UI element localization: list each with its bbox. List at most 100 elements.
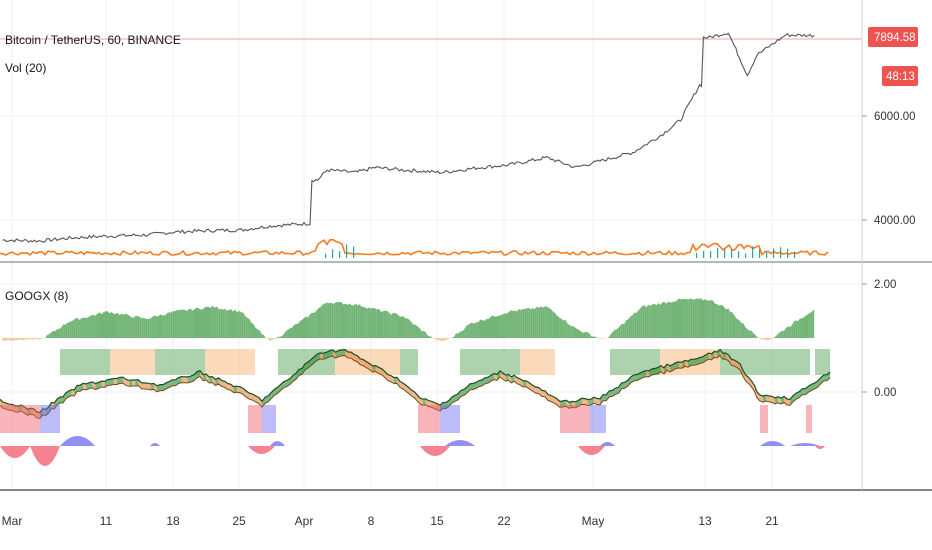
histogram-green (327, 302, 330, 338)
histogram-green (703, 299, 706, 338)
histogram-orange (36, 338, 39, 340)
histogram-green (419, 327, 422, 338)
signal-fill (505, 374, 509, 382)
histogram-green (111, 312, 114, 338)
signal-fill (823, 374, 827, 381)
histogram-green (504, 313, 507, 338)
histogram-green (413, 324, 416, 338)
histogram-green (709, 300, 712, 338)
state-block-red (418, 405, 440, 433)
indicator-axis-label: 2.00 (874, 279, 896, 291)
histogram-orange (32, 338, 35, 340)
indicator-axis[interactable]: 2.00 0.00 (862, 279, 896, 399)
signal-fill (766, 395, 769, 402)
signal-fill (603, 394, 607, 401)
histogram-orange (265, 338, 268, 339)
histogram-green (624, 320, 627, 338)
signal-fill (600, 394, 604, 405)
signal-fill (563, 400, 567, 407)
signal-fill (417, 394, 420, 405)
volume-bar (339, 251, 341, 258)
histogram-green (634, 312, 637, 338)
price-pane[interactable]: Bitcoin / TetherUS, 60, BINANCE Vol (20) (0, 32, 862, 258)
signal-fill (196, 370, 200, 378)
histogram-green (141, 317, 144, 338)
histogram-green (391, 312, 394, 338)
signal-fill (400, 381, 403, 389)
volume-bar (745, 253, 747, 258)
histogram-green (190, 308, 193, 338)
histogram-green (251, 322, 254, 338)
signal-fill (203, 374, 207, 381)
signal-fill (714, 351, 718, 358)
signal-fill (461, 389, 464, 397)
histogram-orange (20, 338, 23, 341)
histogram-green (567, 323, 570, 338)
histogram-green (345, 303, 348, 338)
histogram-green (359, 304, 362, 338)
histogram-green (399, 316, 402, 338)
signal-fill (378, 367, 382, 375)
histogram-green (514, 310, 517, 338)
histogram-green (321, 303, 324, 338)
histogram-orange (433, 338, 436, 339)
histogram-green (799, 318, 802, 338)
signal-fill (796, 391, 800, 400)
volume-bar (703, 250, 705, 258)
histogram-green (743, 323, 746, 338)
signal-fill (172, 379, 176, 386)
histogram-green (349, 303, 352, 338)
histogram-orange (12, 338, 15, 341)
histogram-green (711, 300, 713, 338)
histogram-green (644, 305, 647, 338)
histogram-green (206, 306, 209, 338)
signal-fill (258, 397, 262, 408)
signal-fill (646, 370, 649, 377)
histogram-green (470, 322, 473, 338)
price-axis[interactable]: 6000.00 4000.00 7894.58 48:13 (862, 27, 918, 227)
histogram-green (696, 298, 699, 338)
histogram-green (290, 327, 292, 338)
signal-fill (615, 387, 619, 395)
symbol-title[interactable]: Bitcoin / TetherUS, 60, BINANCE (5, 33, 181, 47)
histogram-green (172, 311, 175, 338)
histogram-green (69, 321, 72, 338)
histogram-green (233, 309, 236, 338)
histogram-green (632, 312, 635, 338)
histogram-orange (4, 338, 7, 341)
volume-bar (353, 246, 355, 258)
histogram-green (355, 303, 358, 338)
indicator-legend[interactable]: GOOGX (8) (5, 289, 68, 303)
histogram-green (239, 310, 242, 338)
signal-fill (36, 411, 40, 419)
indicator-pane[interactable]: GOOGX (8) (0, 289, 831, 466)
histogram-green (143, 317, 146, 338)
volume-bar (731, 249, 733, 258)
volume-legend[interactable]: Vol (20) (5, 61, 46, 75)
time-axis[interactable]: Mar 11 18 25 Apr 8 15 22 May 13 21 (2, 514, 779, 528)
histogram-orange (772, 337, 775, 339)
histogram-green (571, 326, 574, 338)
signal-fill (233, 386, 237, 393)
histogram-green (654, 303, 657, 338)
signal-fill (54, 399, 58, 409)
oscillator-red (420, 446, 450, 456)
state-block-red (806, 405, 812, 433)
histogram-green (149, 317, 152, 338)
state-block-blue (262, 405, 276, 433)
histogram-green (812, 309, 815, 338)
histogram-green (718, 305, 721, 338)
signal-fill (760, 394, 763, 403)
histogram-green (333, 302, 336, 338)
signal-fill (643, 370, 646, 378)
histogram-green (686, 299, 689, 338)
histogram-green (427, 335, 430, 338)
signal-fill (708, 353, 712, 360)
histogram-green (612, 330, 615, 338)
signal-fill (434, 402, 438, 410)
signal-fill (467, 383, 470, 393)
histogram-green (482, 320, 485, 338)
signal-fill (691, 359, 694, 366)
histogram-orange (764, 338, 767, 341)
